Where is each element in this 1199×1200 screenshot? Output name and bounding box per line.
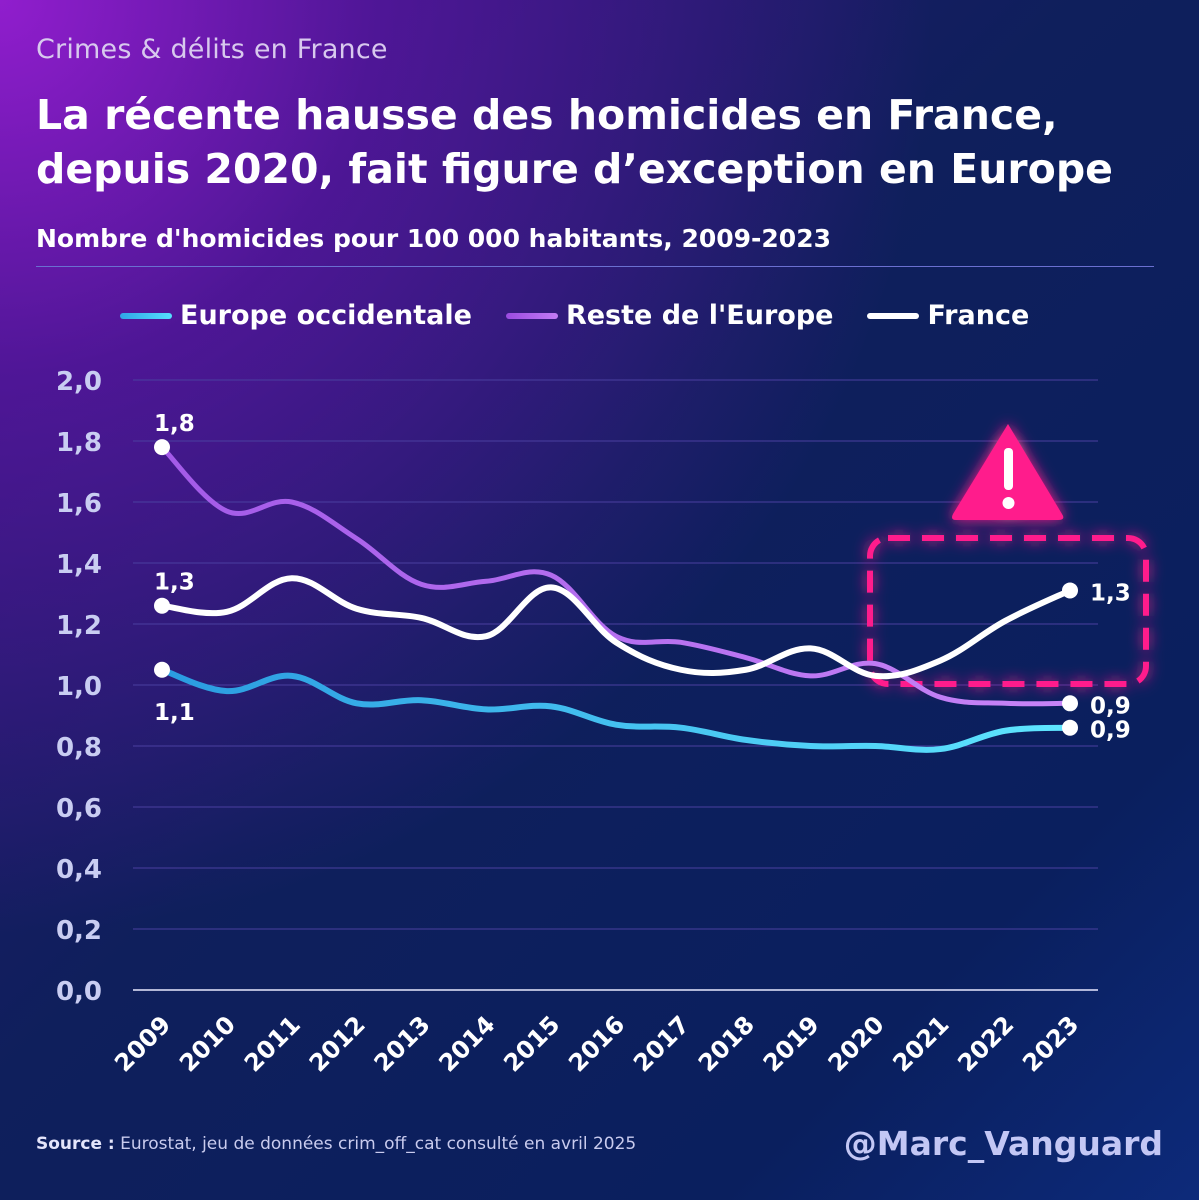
start-marker-reste_europe bbox=[154, 439, 170, 456]
y-tick-label: 2,0 bbox=[56, 367, 102, 397]
data-label-end-reste_europe: 0,9 bbox=[1090, 693, 1131, 719]
series-line-france bbox=[159, 575, 1073, 680]
x-tick-label: 2010 bbox=[174, 1010, 241, 1077]
y-tick-label: 1,4 bbox=[56, 550, 102, 580]
legend-item-reste-europe: Reste de l'Europe bbox=[505, 300, 834, 331]
start-marker-france bbox=[154, 597, 170, 614]
x-tick-label: 2019 bbox=[758, 1010, 825, 1077]
data-label-start-europe_occidentale: 1,1 bbox=[154, 700, 195, 726]
x-tick-label: 2016 bbox=[563, 1010, 630, 1077]
kicker-text: Crimes & délits en France bbox=[36, 34, 388, 65]
source-note: Source : Eurostat, jeu de données crim_o… bbox=[36, 1134, 636, 1154]
data-label-end-europe_occidentale: 0,9 bbox=[1090, 718, 1131, 744]
legend-label: France bbox=[927, 300, 1030, 331]
data-label-start-reste_europe: 1,8 bbox=[154, 411, 195, 437]
y-tick-label: 1,8 bbox=[56, 428, 102, 458]
legend-item-europe-occidentale: Europe occidentale bbox=[120, 300, 472, 331]
x-tick-label: 2020 bbox=[823, 1010, 890, 1077]
y-tick-label: 1,0 bbox=[56, 672, 102, 702]
x-tick-label: 2014 bbox=[433, 1010, 500, 1077]
x-tick-label: 2011 bbox=[239, 1010, 306, 1077]
warning-triangle-icon bbox=[952, 424, 1064, 520]
divider bbox=[36, 266, 1154, 267]
source-label: Source : bbox=[36, 1134, 115, 1154]
y-tick-label: 1,6 bbox=[56, 489, 102, 519]
legend-label: Reste de l'Europe bbox=[565, 300, 834, 331]
legend-swatch bbox=[120, 312, 172, 319]
warning-exclamation-bar bbox=[1004, 448, 1013, 490]
x-tick-label: 2015 bbox=[498, 1010, 565, 1077]
series-line-europe_occidentale bbox=[159, 666, 1073, 753]
legend-item-france: France bbox=[867, 300, 1029, 331]
legend-label: Europe occidentale bbox=[180, 300, 472, 331]
data-label-end-france: 1,3 bbox=[1090, 580, 1131, 606]
y-tick-label: 0,0 bbox=[56, 977, 102, 1007]
y-tick-label: 0,8 bbox=[56, 733, 102, 763]
end-marker-france bbox=[1062, 582, 1078, 599]
start-marker-europe_occidentale bbox=[154, 661, 170, 678]
x-tick-label: 2021 bbox=[887, 1010, 954, 1077]
x-tick-label: 2017 bbox=[628, 1010, 695, 1077]
chart-legend: Europe occidentale Reste de l'Europe Fra… bbox=[120, 300, 1029, 331]
highlight-box bbox=[867, 535, 1149, 687]
warning-exclamation-dot bbox=[1002, 497, 1015, 509]
y-tick-label: 0,2 bbox=[56, 916, 102, 946]
x-tick-label: 2012 bbox=[304, 1010, 371, 1077]
x-tick-label: 2023 bbox=[1017, 1010, 1084, 1077]
data-label-start-france: 1,3 bbox=[154, 570, 195, 596]
x-tick-label: 2022 bbox=[952, 1010, 1019, 1077]
y-tick-label: 1,2 bbox=[56, 611, 102, 641]
legend-swatch bbox=[867, 312, 920, 319]
y-tick-label: 0,6 bbox=[56, 794, 102, 824]
chart-subtitle: Nombre d'homicides pour 100 000 habitant… bbox=[36, 224, 831, 253]
series-line-reste_europe bbox=[159, 444, 1073, 707]
source-text: Eurostat, jeu de données crim_off_cat co… bbox=[114, 1134, 637, 1154]
legend-swatch bbox=[505, 312, 558, 319]
end-marker-europe_occidentale bbox=[1062, 719, 1078, 736]
x-tick-label: 2013 bbox=[369, 1010, 436, 1077]
end-marker-reste_europe bbox=[1062, 695, 1078, 712]
page-title: La récente hausse des homicides en Franc… bbox=[36, 91, 1113, 193]
x-tick-label: 2009 bbox=[109, 1010, 176, 1077]
y-tick-label: 0,4 bbox=[56, 855, 102, 885]
x-tick-label: 2018 bbox=[693, 1010, 760, 1077]
author-handle: @Marc_Vanguard bbox=[843, 1124, 1163, 1163]
